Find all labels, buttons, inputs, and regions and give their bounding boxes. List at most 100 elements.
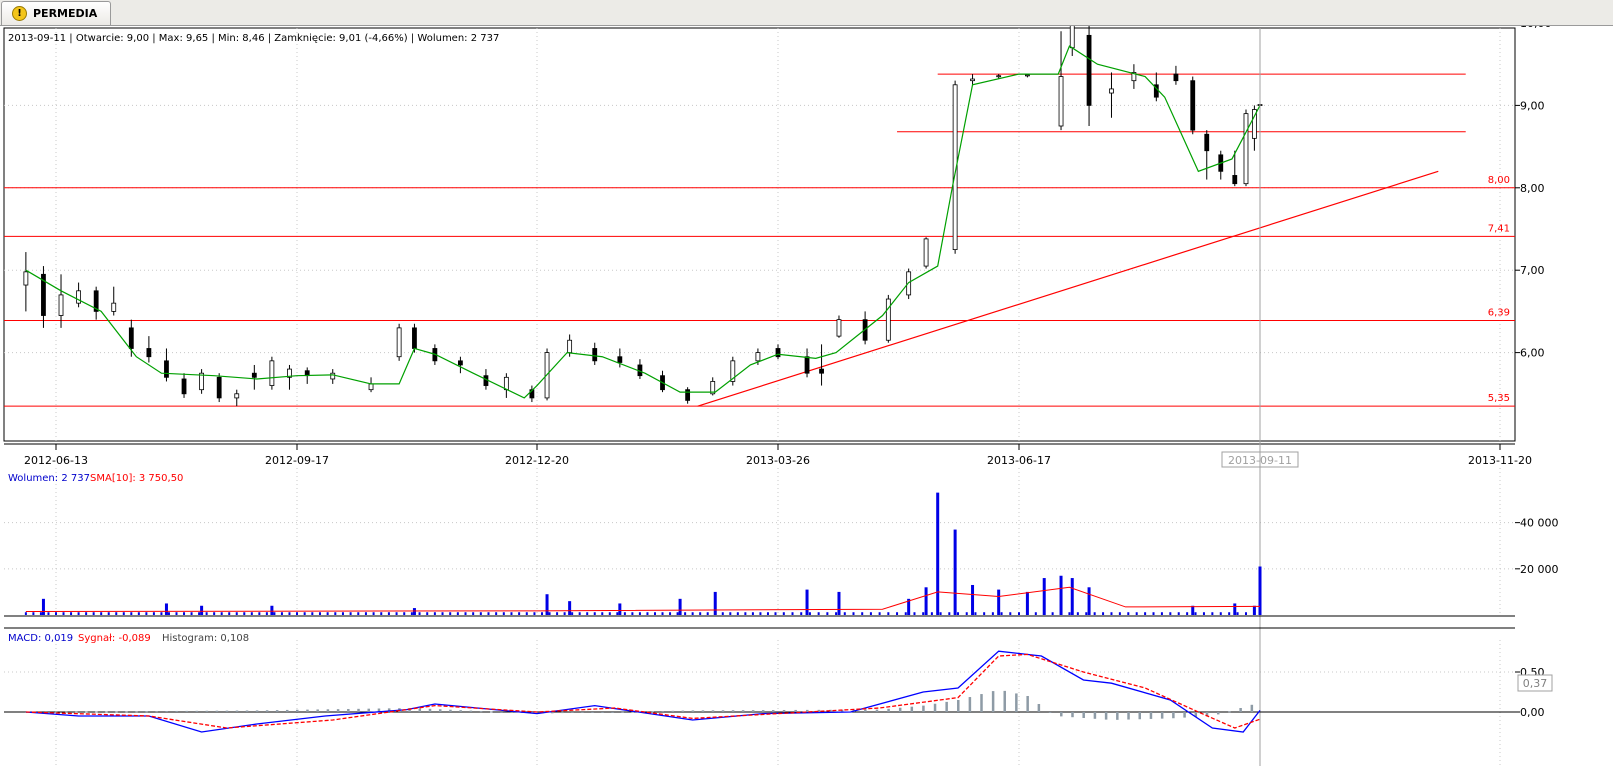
histogram-bar xyxy=(225,710,229,712)
volume-bar xyxy=(638,612,641,615)
candle-body xyxy=(710,381,716,395)
volume-bar xyxy=(601,612,604,615)
candle-body xyxy=(617,356,623,363)
candle-body xyxy=(804,356,810,374)
y-tick-label: 10,00 xyxy=(1520,26,1552,30)
candle-body xyxy=(1086,34,1092,106)
volume-bar xyxy=(62,612,65,615)
volume-bar xyxy=(39,612,42,615)
volume-bar xyxy=(213,612,216,615)
histogram-bar xyxy=(1093,712,1097,719)
histogram-bar xyxy=(782,709,786,712)
histogram-bar xyxy=(185,710,189,712)
volume-bar xyxy=(1233,603,1237,615)
histogram-bar xyxy=(1060,712,1063,717)
volume-bar xyxy=(364,612,367,615)
candle-body xyxy=(287,368,292,378)
signal-legend: Sygnał: -0,089 xyxy=(78,633,151,644)
histogram-bar xyxy=(711,710,715,712)
histogram-bar xyxy=(296,709,299,712)
volume-bar xyxy=(175,612,178,615)
volume-bar xyxy=(751,612,754,615)
candle-body xyxy=(1058,76,1064,127)
volume-bar xyxy=(548,612,551,615)
volume-bar xyxy=(32,612,35,615)
volume-bar xyxy=(426,612,429,615)
volume-bar xyxy=(1211,612,1214,615)
volume-bar xyxy=(341,612,344,615)
volume-bar xyxy=(721,612,724,615)
volume-bar xyxy=(107,612,110,615)
volume-bar xyxy=(200,605,204,615)
volume-bar xyxy=(1127,612,1130,615)
volume-bar xyxy=(1194,612,1197,615)
histogram-bar xyxy=(275,710,279,712)
y-tick-label: 7,00 xyxy=(1520,264,1545,277)
volume-bar xyxy=(852,612,855,615)
candle-body xyxy=(199,372,205,391)
candle-body xyxy=(330,372,336,380)
tab-permedia[interactable]: ! PERMEDIA xyxy=(1,1,111,25)
volume-sma-legend: SMA[10]: 3 750,50 xyxy=(90,473,183,484)
candle-body xyxy=(836,319,842,337)
volume-bar xyxy=(618,603,622,615)
volume-bar xyxy=(77,612,80,615)
histogram-bar xyxy=(691,710,695,712)
volume-bar xyxy=(1076,612,1079,615)
volume-bar xyxy=(1034,612,1037,615)
volume-bar xyxy=(55,612,57,615)
volume-bar xyxy=(449,612,452,615)
volume-bar xyxy=(167,612,170,615)
volume-bar xyxy=(1042,578,1046,615)
candle-body xyxy=(93,290,99,312)
candle-body xyxy=(503,376,509,391)
volume-bar xyxy=(24,612,27,615)
histogram-bar xyxy=(1239,708,1242,712)
histogram-bar xyxy=(145,711,148,713)
volume-bar xyxy=(948,612,951,615)
histogram-bar xyxy=(1026,696,1029,712)
volume-bar xyxy=(273,612,276,615)
volume-bar xyxy=(1025,591,1029,615)
volume-bar xyxy=(791,612,794,615)
volume-bar xyxy=(1068,612,1071,615)
histogram-bar xyxy=(1216,712,1220,715)
volume-y-tick-label: 40 000 xyxy=(1520,517,1559,530)
candle-body xyxy=(181,378,187,395)
histogram-bar xyxy=(479,711,483,713)
candle-body xyxy=(996,75,1002,78)
volume-bar xyxy=(922,612,925,615)
chart-area[interactable]: 2013-09-11 | Otwarcie: 9,00 | Max: 9,65 … xyxy=(0,26,1613,766)
volume-bar xyxy=(1110,612,1113,615)
candle-body xyxy=(269,360,275,386)
candle-body xyxy=(111,302,117,312)
price-panel xyxy=(3,27,1516,442)
histogram-bar xyxy=(316,709,319,712)
volume-bar xyxy=(518,612,521,615)
candle-body xyxy=(164,360,169,378)
volume-bar xyxy=(678,598,682,615)
histogram-bar xyxy=(701,710,705,712)
histogram-bar xyxy=(205,710,209,712)
volume-bar xyxy=(991,612,994,615)
x-tick-label: 2013-06-17 xyxy=(987,454,1051,467)
volume-bar xyxy=(533,612,536,615)
histogram-bar xyxy=(510,712,513,713)
volume-bar xyxy=(930,612,933,615)
chart-canvas[interactable]: 2013-09-11 | Otwarcie: 9,00 | Max: 9,65 … xyxy=(0,26,1613,766)
candle-body xyxy=(58,294,64,316)
volume-bar xyxy=(280,612,283,615)
y-tick-label: 9,00 xyxy=(1520,99,1545,112)
candle-body xyxy=(41,273,46,316)
volume-bar xyxy=(691,612,694,615)
volume-bar xyxy=(997,589,1001,615)
volume-bar xyxy=(326,612,329,615)
histogram-bar xyxy=(469,710,473,712)
histogram-bar xyxy=(215,710,219,712)
histogram-bar xyxy=(55,711,58,713)
volume-bar xyxy=(896,612,899,615)
histogram-bar xyxy=(771,710,775,712)
histogram-bar xyxy=(631,711,634,713)
histogram-bar xyxy=(1183,712,1186,718)
histogram-bar xyxy=(95,711,98,713)
